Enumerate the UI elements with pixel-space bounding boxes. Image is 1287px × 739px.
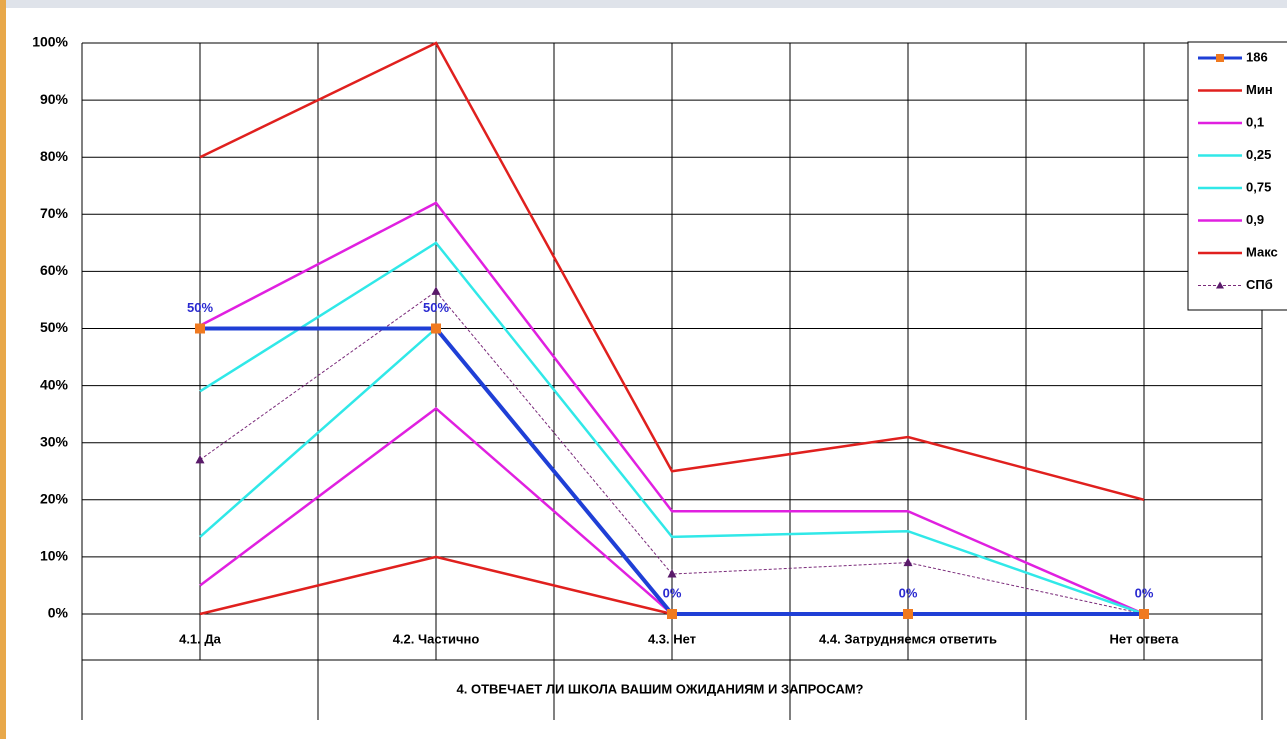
legend-label: СПб xyxy=(1246,277,1273,292)
data-label: 50% xyxy=(187,300,213,315)
y-tick-label: 70% xyxy=(40,205,69,221)
marker xyxy=(1139,609,1149,619)
x-tick-label: 4.1. Да xyxy=(179,631,222,646)
sheet-edge xyxy=(0,0,6,739)
y-tick-label: 20% xyxy=(40,491,69,507)
legend-label: Мин xyxy=(1246,82,1273,97)
data-label: 50% xyxy=(423,300,449,315)
y-tick-label: 40% xyxy=(40,376,69,392)
legend-marker xyxy=(1216,54,1224,62)
legend-label: 0,75 xyxy=(1246,179,1271,194)
marker xyxy=(667,569,677,578)
series-line xyxy=(199,241,1145,616)
sheet-header xyxy=(0,0,1287,8)
marker xyxy=(431,323,441,334)
marker xyxy=(195,323,205,334)
x-axis-title: 4. ОТВЕЧАЕТ ЛИ ШКОЛА ВАШИМ ОЖИДАНИЯМ И З… xyxy=(457,681,864,696)
legend-box xyxy=(1187,41,1287,311)
marker xyxy=(903,609,913,619)
marker xyxy=(903,557,913,567)
y-tick-label: 60% xyxy=(40,262,69,278)
y-tick-label: 10% xyxy=(40,548,69,564)
x-tick-label: 4.2. Частично xyxy=(393,631,480,646)
legend-marker xyxy=(1216,281,1224,289)
x-tick-label: 4.4. Затрудняемся ответить xyxy=(819,631,997,646)
y-tick-label: 30% xyxy=(40,433,69,449)
marker xyxy=(667,609,677,619)
y-tick-label: 80% xyxy=(40,148,69,164)
y-tick-label: 50% xyxy=(40,319,69,335)
data-label: 0% xyxy=(663,585,682,600)
series-line xyxy=(199,201,1145,616)
marker xyxy=(431,286,441,295)
legend-label: Макс xyxy=(1246,244,1278,259)
y-tick-label: 90% xyxy=(40,91,69,107)
marker xyxy=(195,454,205,464)
legend-label: 0,25 xyxy=(1246,147,1271,162)
legend-label: 0,9 xyxy=(1246,212,1264,227)
series-line xyxy=(199,41,1145,502)
data-label: 0% xyxy=(1135,585,1154,600)
legend-label: 186 xyxy=(1246,49,1268,64)
y-tick-label: 0% xyxy=(48,605,69,621)
x-tick-label: Нет ответа xyxy=(1110,631,1180,646)
legend-label: 0,1 xyxy=(1246,114,1264,129)
x-tick-label: 4.3. Нет xyxy=(648,631,696,646)
data-label: 0% xyxy=(899,585,918,600)
y-tick-label: 100% xyxy=(32,34,68,50)
